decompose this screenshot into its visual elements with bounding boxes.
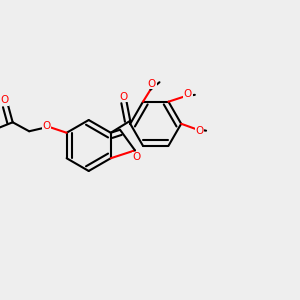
Text: O: O [119, 92, 127, 102]
Text: O: O [184, 89, 192, 99]
Text: O: O [132, 152, 141, 162]
Text: O: O [195, 126, 203, 136]
Text: O: O [42, 121, 50, 131]
Text: O: O [148, 79, 156, 89]
Text: O: O [0, 95, 8, 105]
